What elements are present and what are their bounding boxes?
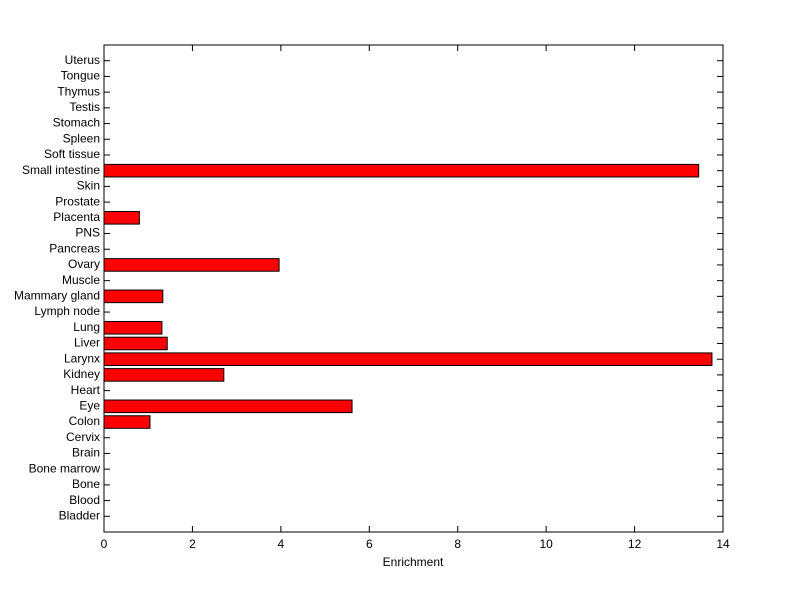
x-tick-label: 14 (716, 537, 730, 551)
bar (103, 415, 151, 429)
y-tick-label: Brain (72, 446, 100, 460)
bar (103, 399, 353, 414)
y-tick-label: Bone marrow (29, 461, 101, 475)
bar (103, 336, 168, 351)
y-tick-label: Colon (69, 414, 100, 428)
y-tick-label: Prostate (55, 194, 100, 208)
x-tick-label: 2 (189, 537, 196, 551)
y-tick-label: Spleen (63, 131, 100, 145)
y-tick-label: Uterus (65, 53, 100, 67)
y-tick-label: Bone (72, 477, 100, 491)
y-tick-label: Blood (69, 493, 100, 507)
y-tick-label: Tongue (61, 69, 101, 83)
y-tick-label: Stomach (53, 116, 100, 130)
y-tick-label: Muscle (62, 273, 100, 287)
y-tick-label: Placenta (53, 210, 100, 224)
bar (103, 352, 713, 366)
plot-area (103, 44, 724, 533)
y-tick-label: Eye (79, 398, 100, 412)
y-tick-label: Kidney (63, 367, 100, 381)
y-tick-label: Lung (73, 320, 100, 334)
y-tick-label: Heart (71, 383, 101, 397)
x-tick-label: 4 (278, 537, 285, 551)
bar (103, 163, 700, 178)
x-axis-label: Enrichment (383, 555, 444, 569)
y-tick-label: Larynx (64, 351, 100, 365)
y-tick-label: Lymph node (34, 304, 100, 318)
bar (103, 289, 164, 304)
y-tick-label: Bladder (59, 508, 100, 522)
y-tick-label: Pancreas (49, 241, 100, 255)
y-tick-label: Ovary (68, 257, 100, 271)
y-tick-label: Thymus (57, 84, 100, 98)
x-tick-label: 12 (628, 537, 642, 551)
bar (103, 368, 225, 382)
x-tick-label: 8 (454, 537, 461, 551)
y-tick-label: Small intestine (22, 163, 100, 177)
x-tick-label: 10 (539, 537, 553, 551)
bar (103, 211, 140, 225)
x-tick-label: 0 (101, 537, 108, 551)
bar (103, 258, 280, 272)
y-tick-label: Mammary gland (14, 289, 100, 303)
y-tick-label: Liver (74, 336, 100, 350)
bar (103, 320, 163, 335)
y-tick-label: Soft tissue (44, 147, 100, 161)
y-tick-label: Skin (77, 179, 100, 193)
y-tick-label: PNS (75, 226, 100, 240)
x-tick-label: 6 (366, 537, 373, 551)
y-tick-label: Testis (69, 100, 100, 114)
y-tick-label: Cervix (66, 430, 100, 444)
